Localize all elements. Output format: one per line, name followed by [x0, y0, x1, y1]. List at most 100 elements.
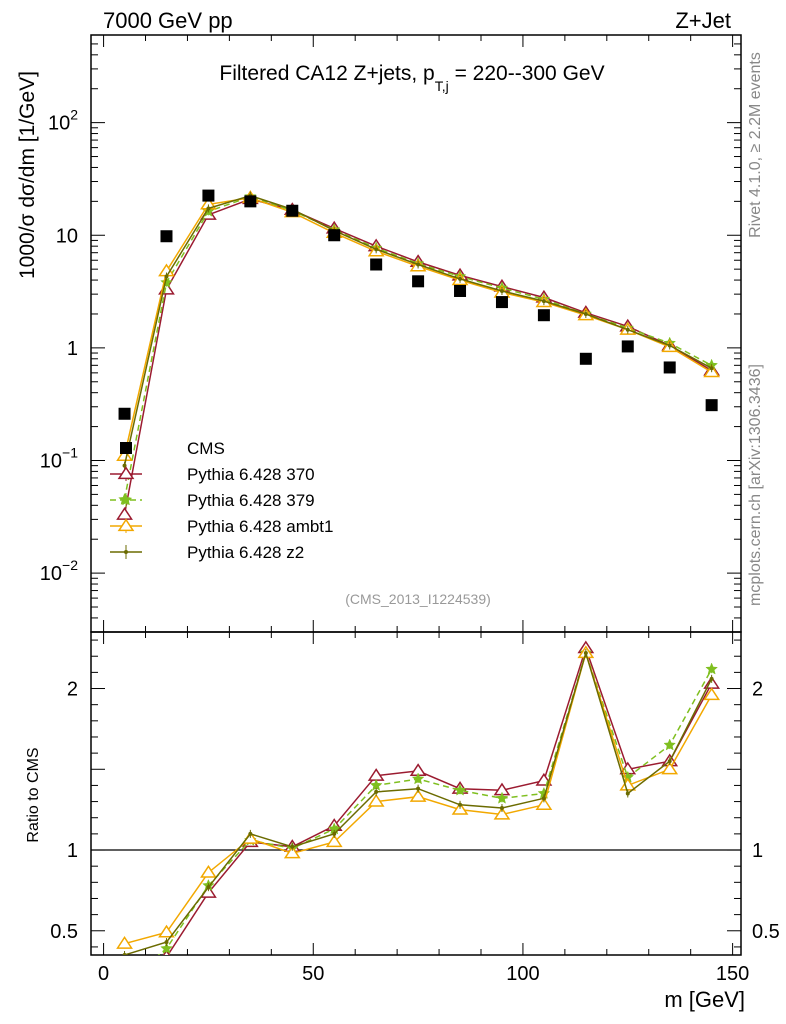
ratio-point-p379	[705, 662, 719, 675]
legend-label-data: CMS	[187, 439, 225, 458]
ratio-point-p370	[162, 949, 171, 955]
main-series-data	[118, 189, 718, 420]
legend-item-ambt1: Pythia 6.428 ambt1	[110, 517, 333, 536]
ratio-y-tick-label: 2	[67, 679, 78, 701]
legend-marker-p379	[119, 493, 133, 506]
ratio-point-ambt1	[116, 936, 133, 949]
ratio-point-ambt1	[703, 687, 721, 701]
ratio-point-p379	[663, 738, 677, 751]
main-point-data	[454, 284, 467, 297]
main-point-data	[118, 407, 131, 420]
x-tick-label: 150	[716, 963, 749, 985]
main-line-p379	[123, 195, 712, 500]
ratio-point-ambt1	[325, 834, 343, 848]
ratio-point-ambt1	[409, 789, 427, 802]
main-point-z2	[709, 366, 714, 371]
ratio-point-z2	[374, 789, 379, 794]
main-point-p370	[116, 507, 133, 520]
legend-marker-z2	[124, 550, 128, 554]
main-ylabel: 1000/σ dσ/dm [1/GeV]	[16, 71, 39, 279]
ratio-line-p379	[157, 650, 713, 955]
main-point-data	[202, 189, 215, 202]
main-point-z2	[583, 311, 588, 316]
ratio-point-z2	[248, 831, 253, 836]
legend-marker-ambt1	[117, 518, 135, 532]
main-point-z2	[374, 247, 379, 252]
ratio-point-ambt1	[367, 793, 385, 807]
y-tick-label: 1	[67, 338, 78, 360]
ratio-point-z2	[499, 806, 504, 811]
ratio-point-z2	[458, 802, 463, 807]
ratio-point-ambt1	[619, 777, 637, 791]
ratio-point-ambt1	[493, 806, 511, 820]
legend-item-z2: Pythia 6.428 z2	[110, 543, 304, 562]
ratio-point-z2	[541, 796, 546, 801]
main-point-data	[328, 229, 341, 242]
ratio-series-group	[116, 640, 721, 996]
x-tick-labels: 0 50 100 150	[98, 963, 749, 985]
ratio-point-p379	[160, 941, 173, 954]
y-tick-label: 102	[48, 107, 78, 135]
ratio-y-tick-label-right: 2	[752, 679, 763, 701]
main-point-data	[286, 204, 299, 217]
main-series-ambt1	[116, 190, 721, 461]
main-point-ambt1	[116, 448, 133, 461]
main-point-data	[495, 296, 508, 309]
legend-label-p370: Pythia 6.428 370	[187, 465, 315, 484]
y-tick-label: 10	[56, 225, 78, 247]
ratio-point-z2	[332, 831, 337, 836]
main-point-data	[621, 340, 634, 353]
main-point-data	[579, 352, 592, 365]
ratio-series-p370	[118, 640, 721, 996]
ratio-series-p379	[157, 646, 719, 955]
title-tail: = 220--300 GeV	[449, 62, 605, 85]
ratio-point-p370	[118, 985, 132, 996]
side-label-top: Rivet 4.1.0, ≥ 2.2M events	[747, 52, 764, 238]
x-tick-label: 0	[98, 963, 109, 985]
main-point-data	[412, 275, 425, 288]
legend-label-p379: Pythia 6.428 379	[187, 491, 315, 510]
header-left: 7000 GeV pp	[103, 8, 233, 33]
ratio-y-tick-label-right: 0.5	[752, 921, 780, 943]
x-tick-label: 100	[506, 963, 539, 985]
x-axis-label: m [GeV]	[664, 987, 745, 1012]
ratio-point-ambt1	[283, 845, 301, 859]
main-point-data	[370, 258, 383, 271]
ratio-frame	[90, 631, 742, 956]
main-point-z2	[206, 206, 211, 211]
plot-area: 0 50 100 150 10−2 10−1 1 10 102 0.5 0.5 1 1 2 2 CMS Pyth…	[40, 34, 780, 996]
analysis-id: (CMS_2013_I1224539)	[345, 591, 491, 607]
ratio-y-tick-label-right: 1	[752, 840, 763, 862]
ratio-y-tick-label: 0.5	[50, 921, 78, 943]
ratio-point-z2	[709, 676, 714, 681]
legend-item-data: CMS	[120, 439, 225, 458]
x-tick-label: 50	[302, 963, 324, 985]
side-label-bottom: mcplots.cern.ch [arXiv:1306.3436]	[747, 364, 764, 606]
ratio-point-ambt1	[535, 797, 553, 810]
main-point-data	[705, 399, 718, 412]
title-main: Filtered CA12 Z+jets, p	[219, 62, 434, 85]
y-tick-label: 10−1	[40, 444, 78, 472]
main-point-z2	[122, 463, 127, 468]
legend-item-p370: Pythia 6.428 370	[110, 465, 315, 484]
ratio-point-z2	[164, 940, 169, 945]
ratio-point-z2	[667, 759, 672, 764]
legend: CMS Pythia 6.428 370 Pythia 6.428 379 Pythi…	[110, 439, 333, 562]
main-point-z2	[416, 262, 421, 267]
ratio-point-p379	[495, 791, 509, 804]
ratio-point-z2	[625, 791, 630, 796]
legend-label-z2: Pythia 6.428 z2	[187, 543, 304, 562]
legend-marker-p370	[117, 466, 135, 480]
main-point-z2	[541, 299, 546, 304]
main-point-data	[537, 309, 550, 322]
legend-label-ambt1: Pythia 6.428 ambt1	[187, 517, 333, 536]
ratio-point-ambt1	[661, 761, 679, 775]
main-point-z2	[625, 327, 630, 332]
ratio-point-p379	[411, 772, 425, 785]
main-point-z2	[499, 288, 504, 293]
title-sub: T,j	[435, 78, 449, 94]
legend-item-p379: Pythia 6.428 379	[110, 491, 315, 510]
main-point-z2	[164, 274, 169, 279]
ratio-point-z2	[416, 786, 421, 791]
